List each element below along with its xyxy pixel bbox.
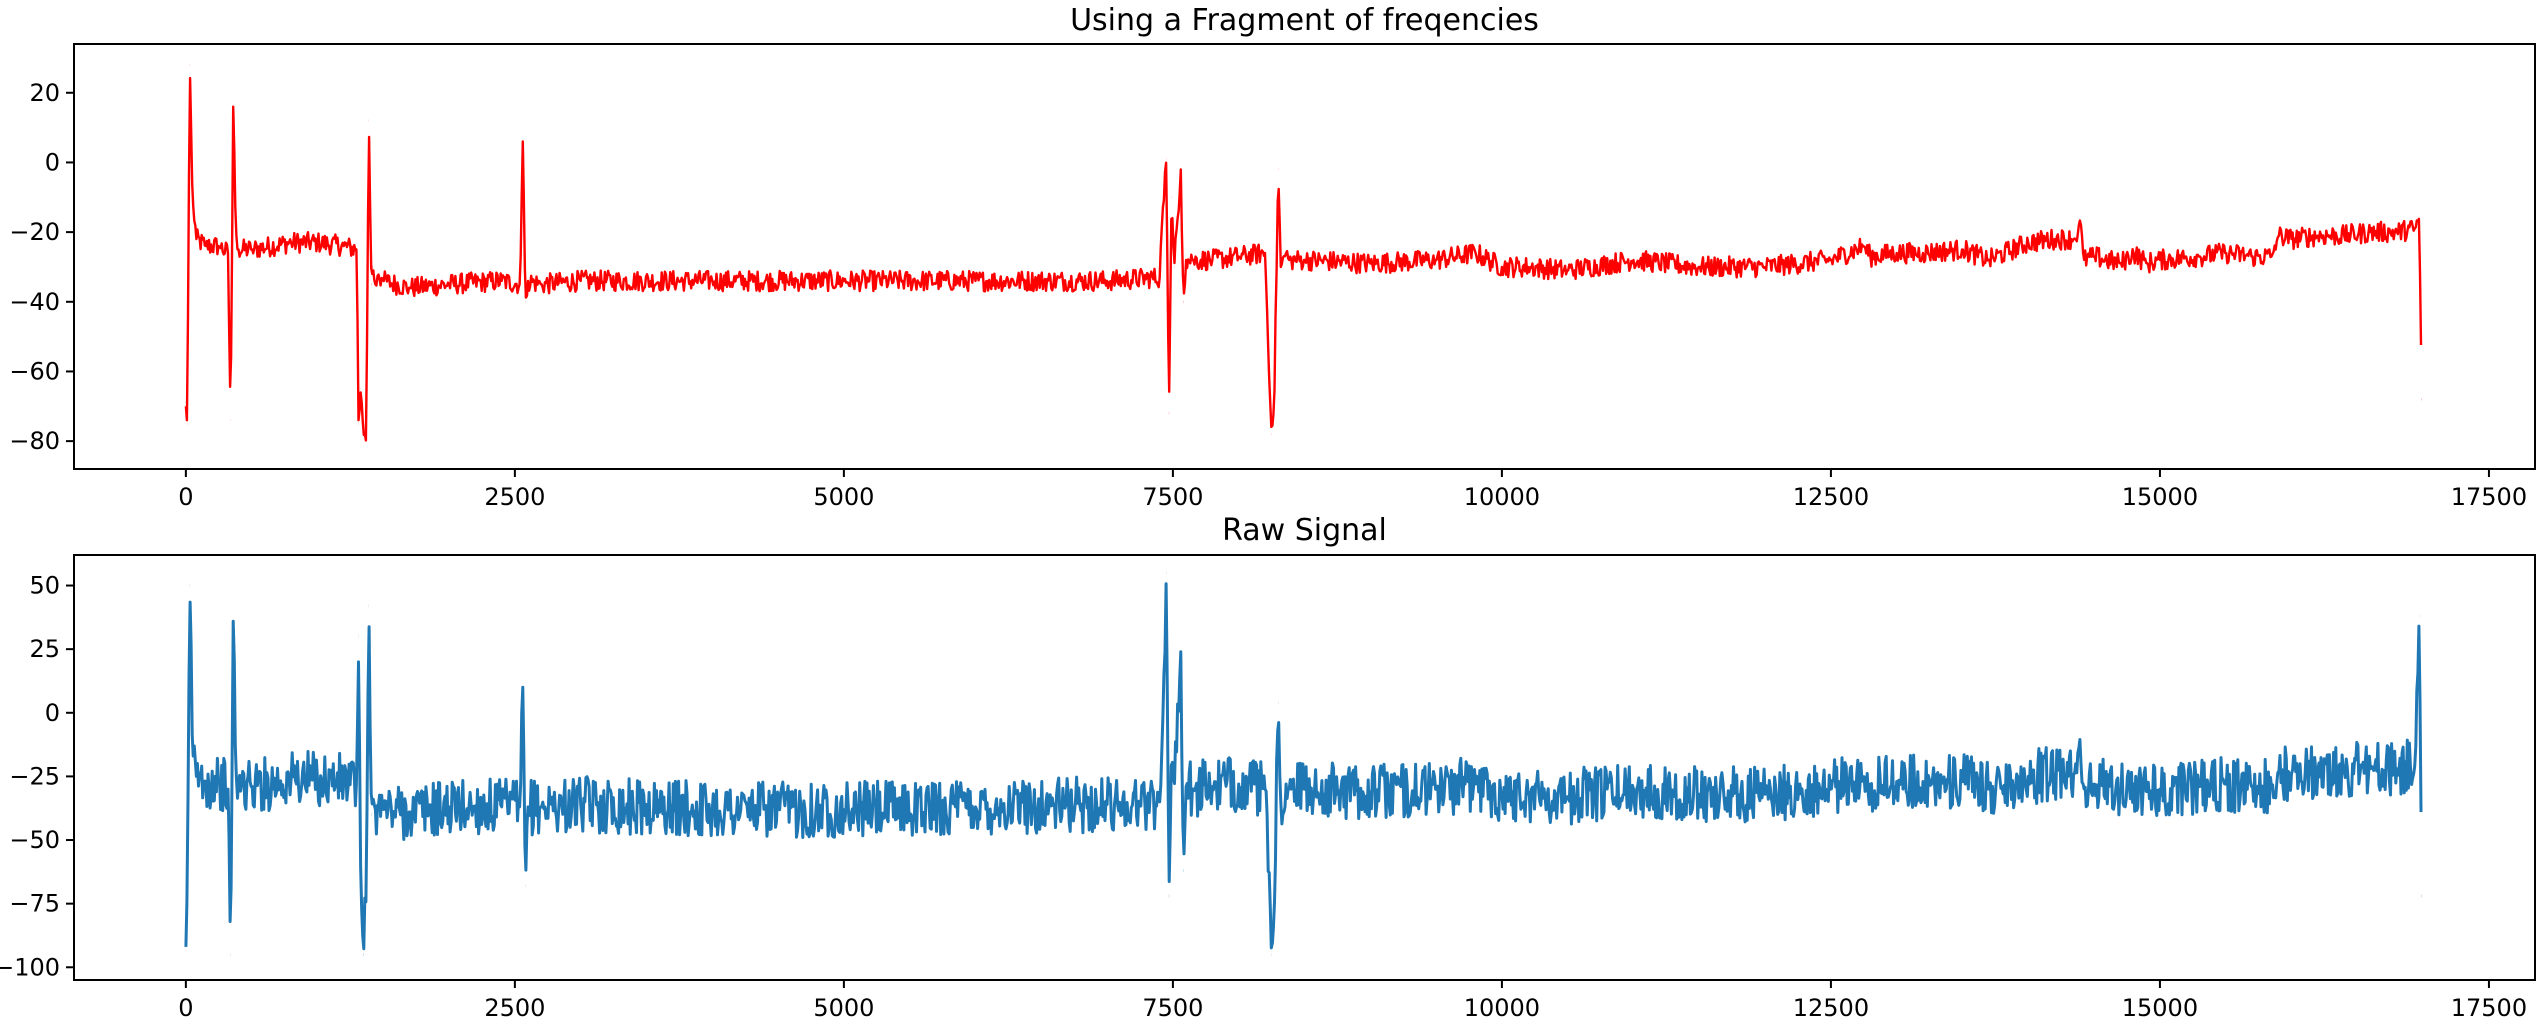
top-x-tick-label: 0 — [178, 483, 193, 511]
top-y-tick-label: −20 — [9, 218, 60, 246]
top-y-tick-label: 0 — [45, 148, 60, 176]
top-y-tick-label: −80 — [9, 427, 60, 455]
top-x-tick-label: 7500 — [1142, 483, 1203, 511]
top-x-tick-label: 15000 — [2122, 483, 2198, 511]
bottom-y-tick-label: 25 — [29, 635, 60, 663]
bottom-y-axis: 50 25 0 −25 −50 −75 −100 — [0, 572, 74, 981]
bottom-x-tick-label: 2500 — [484, 994, 545, 1022]
top-plot-area — [184, 63, 2423, 443]
bottom-panel: Raw Signal 0 2500 5000 7500 10000 12500 15000 1… — [0, 513, 2536, 1022]
top-y-tick-label: 20 — [29, 79, 60, 107]
bottom-x-tick-label: 5000 — [813, 994, 874, 1022]
bottom-x-tick-label: 10000 — [1464, 994, 1540, 1022]
top-panel: Using a Fragment of freqencies 0 2500 5000… — [9, 3, 2536, 511]
top-x-tick-label: 2500 — [484, 483, 545, 511]
bottom-series-line — [184, 571, 2423, 957]
bottom-y-tick-label: −100 — [0, 953, 60, 981]
top-x-tick-label: 12500 — [1793, 483, 1869, 511]
top-x-axis: 0 2500 5000 7500 10000 12500 15000 17500 — [178, 469, 2527, 511]
bottom-y-tick-label: 0 — [45, 699, 60, 727]
bottom-panel-title: Raw Signal — [1222, 513, 1387, 548]
bottom-x-tick-label: 15000 — [2122, 994, 2198, 1022]
top-y-tick-label: −60 — [9, 357, 60, 385]
top-y-axis: 20 0 −20 −40 −60 −80 — [9, 79, 74, 455]
bottom-x-axis: 0 2500 5000 7500 10000 12500 15000 17500 — [178, 980, 2527, 1022]
bottom-x-tick-label: 17500 — [2451, 994, 2527, 1022]
bottom-plot-area — [184, 571, 2423, 957]
top-x-tick-label: 17500 — [2451, 483, 2527, 511]
top-x-tick-label: 10000 — [1464, 483, 1540, 511]
bottom-x-tick-label: 0 — [178, 994, 193, 1022]
bottom-axes-frame — [73, 554, 2536, 981]
bottom-x-tick-label: 12500 — [1793, 994, 1869, 1022]
top-panel-title: Using a Fragment of freqencies — [1070, 3, 1539, 38]
bottom-x-tick-label: 7500 — [1142, 994, 1203, 1022]
bottom-y-tick-label: −75 — [9, 890, 60, 918]
top-series-line — [184, 63, 2423, 443]
top-x-tick-label: 5000 — [813, 483, 874, 511]
bottom-y-tick-label: 50 — [29, 572, 60, 600]
bottom-y-tick-label: −50 — [9, 826, 60, 854]
bottom-y-tick-label: −25 — [9, 762, 60, 790]
top-axes-frame — [73, 43, 2536, 470]
top-y-tick-label: −40 — [9, 288, 60, 316]
